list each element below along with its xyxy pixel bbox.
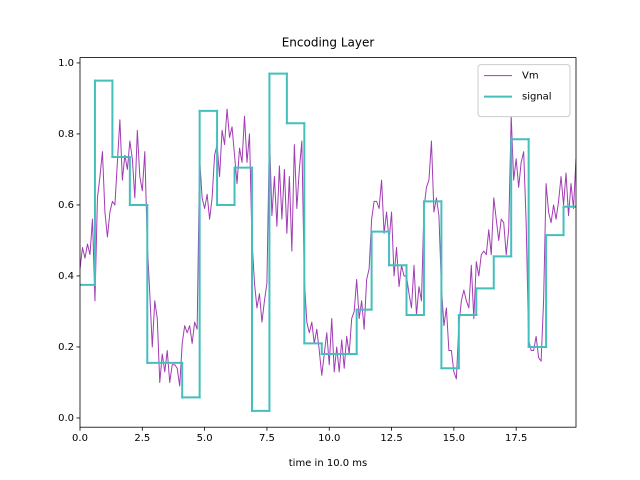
x-tick-label: 10.0 bbox=[318, 433, 340, 444]
x-tick-label: 2.5 bbox=[134, 433, 150, 444]
x-tick-label: 7.5 bbox=[259, 433, 275, 444]
x-tick-label: 17.5 bbox=[505, 433, 527, 444]
axes-frame bbox=[79, 57, 577, 428]
legend-box bbox=[477, 64, 571, 118]
y-tick-label: 0.2 bbox=[58, 342, 74, 353]
y-tick-label: 1.0 bbox=[58, 58, 74, 69]
legend-label: signal bbox=[522, 92, 552, 103]
y-tick-label: 0.8 bbox=[58, 129, 74, 140]
y-tick-label: 0.4 bbox=[58, 271, 74, 282]
x-tick-label: 5.0 bbox=[197, 433, 213, 444]
x-tick-label: 12.5 bbox=[380, 433, 402, 444]
x-tick-label: 0.0 bbox=[72, 433, 88, 444]
y-tick-label: 0.0 bbox=[58, 413, 74, 424]
plot-area bbox=[80, 72, 576, 412]
y-tick-label: 0.6 bbox=[58, 200, 74, 211]
x-axis-label: time in 10.0 ms bbox=[289, 458, 367, 469]
legend-label: Vm bbox=[522, 71, 539, 82]
line bbox=[80, 108, 576, 387]
x-tick-label: 15.0 bbox=[443, 433, 465, 444]
chart-title: Encoding Layer bbox=[282, 36, 375, 50]
